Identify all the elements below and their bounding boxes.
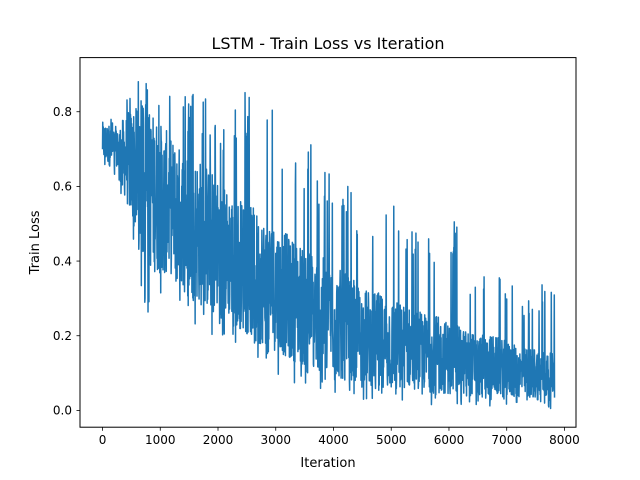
y-tick-label: 0.8: [53, 105, 72, 119]
y-tick-label: 0.0: [53, 404, 72, 418]
x-tick-label: 1000: [145, 433, 176, 447]
chart-title: LSTM - Train Loss vs Iteration: [211, 34, 444, 53]
plot-area: [101, 81, 556, 410]
axes-frame: [79, 57, 577, 428]
x-tick-label: 7000: [491, 433, 522, 447]
x-tick-label: 2000: [203, 433, 234, 447]
x-axis-label: Iteration: [300, 456, 355, 471]
y-tick-label: 0.2: [53, 329, 72, 343]
y-tick-label: 0.6: [53, 180, 72, 194]
x-tick-label: 5000: [376, 433, 407, 447]
x-axis-ticks: 0 1000 2000 3000 4000 5000 6000 7000 8000: [99, 427, 580, 447]
x-tick-label: 0: [99, 433, 107, 447]
y-axis-label: Train Loss: [28, 210, 43, 275]
y-axis-ticks: 0.0 0.2 0.4 0.6 0.8: [53, 105, 80, 418]
x-tick-label: 6000: [434, 433, 465, 447]
train-loss-line: [101, 81, 556, 410]
x-tick-label: 4000: [318, 433, 349, 447]
y-tick-label: 0.4: [53, 254, 72, 268]
x-tick-label: 8000: [549, 433, 580, 447]
x-tick-label: 3000: [260, 433, 291, 447]
